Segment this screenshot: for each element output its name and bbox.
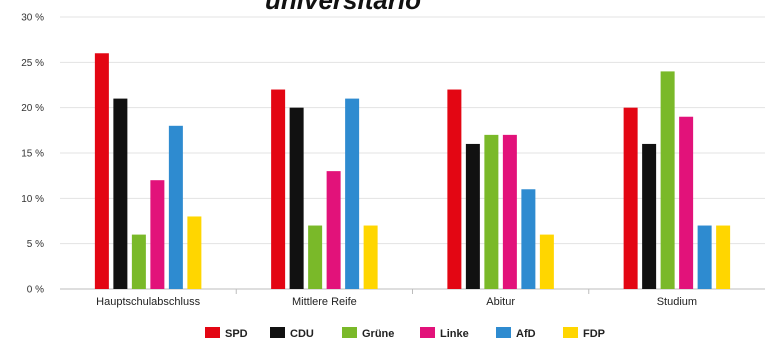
x-tick-label: Studium xyxy=(657,296,697,308)
legend-item-fdp[interactable]: FDP xyxy=(563,327,605,340)
bar-spd-2 xyxy=(447,89,462,290)
grid-lines xyxy=(60,16,765,290)
y-axis-ticks: 0 % 5 % 10 % 15 % 20 % 25 % 30 % xyxy=(21,13,44,296)
x-axis: Hauptschulabschluss Mittlere Reife Abitur S… xyxy=(96,289,697,308)
bar-afd-0 xyxy=(168,125,183,289)
legend-label: AfD xyxy=(516,328,536,340)
bar-linke-3 xyxy=(679,116,694,289)
bar-cdu-2 xyxy=(465,143,480,289)
legend-item-grne[interactable]: Grüne xyxy=(342,327,394,340)
y-tick-label: 25 % xyxy=(21,58,44,69)
y-tick-label: 30 % xyxy=(21,13,44,24)
bar-grne-1 xyxy=(308,225,323,289)
legend-swatch xyxy=(563,327,578,338)
y-tick-label: 10 % xyxy=(21,194,44,205)
chart-title: universitario xyxy=(265,0,421,15)
bar-cdu-1 xyxy=(289,107,304,290)
bar-spd-1 xyxy=(271,89,286,290)
legend: SPD CDU Grüne Linke AfD FDP xyxy=(205,327,605,340)
legend-swatch xyxy=(342,327,357,338)
bar-linke-0 xyxy=(150,180,165,289)
legend-label: Grüne xyxy=(362,328,394,340)
legend-item-linke[interactable]: Linke xyxy=(420,327,469,340)
legend-item-spd[interactable]: SPD xyxy=(205,327,248,340)
legend-label: SPD xyxy=(225,328,248,340)
x-tick-label: Hauptschulabschluss xyxy=(96,296,200,308)
bar-linke-2 xyxy=(502,134,517,289)
bar-linke-1 xyxy=(326,171,341,289)
bar-fdp-2 xyxy=(539,234,554,289)
legend-swatch xyxy=(270,327,285,338)
legend-swatch xyxy=(420,327,435,338)
legend-label: FDP xyxy=(583,328,605,340)
legend-swatch xyxy=(205,327,220,338)
bar-spd-3 xyxy=(623,107,638,290)
bar-afd-2 xyxy=(521,189,536,289)
y-tick-label: 15 % xyxy=(21,149,44,160)
bars xyxy=(94,53,731,290)
bar-fdp-3 xyxy=(716,225,731,289)
bar-cdu-0 xyxy=(113,98,128,289)
bar-fdp-0 xyxy=(187,216,202,289)
bar-grne-0 xyxy=(131,234,146,289)
bar-fdp-1 xyxy=(363,225,378,289)
bar-cdu-3 xyxy=(642,143,657,289)
x-tick-label: Abitur xyxy=(486,296,515,308)
bar-afd-3 xyxy=(697,225,712,289)
x-tick-label: Mittlere Reife xyxy=(292,296,357,308)
y-tick-label: 20 % xyxy=(21,103,44,114)
y-tick-label: 5 % xyxy=(27,239,44,250)
legend-item-cdu[interactable]: CDU xyxy=(270,327,314,340)
bar-grne-2 xyxy=(484,134,499,289)
legend-label: Linke xyxy=(440,328,469,340)
legend-label: CDU xyxy=(290,328,314,340)
bar-grne-3 xyxy=(660,71,675,290)
bar-afd-1 xyxy=(345,98,360,289)
legend-item-afd[interactable]: AfD xyxy=(496,327,536,340)
bar-spd-0 xyxy=(94,53,109,290)
legend-swatch xyxy=(496,327,511,338)
y-tick-label: 0 % xyxy=(27,285,44,296)
